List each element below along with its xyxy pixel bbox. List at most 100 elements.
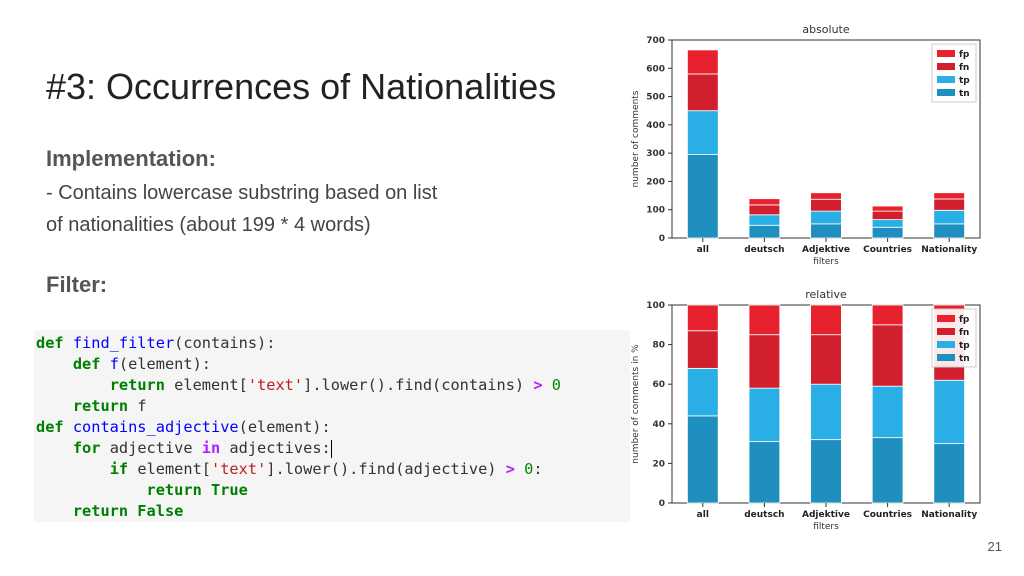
code-token: for [72, 439, 110, 457]
bar-tn-adjektive [810, 223, 842, 239]
y-tick-label: 60 [652, 380, 665, 390]
relative-chart: relative 0 20 40 60 80 100 number of comments i… [631, 288, 981, 532]
y-tick-label: 100 [646, 206, 665, 216]
bar-tn-nationality [933, 443, 965, 504]
bar-fn-adjektive [810, 334, 842, 385]
x-tick-label: all [697, 510, 709, 520]
code-line: return True [36, 480, 248, 501]
implementation-heading: Implementation: [46, 146, 216, 171]
y-tick-label: 200 [646, 177, 665, 187]
code-line: return False [36, 501, 184, 522]
code-token: def [72, 355, 110, 373]
code-token: def [36, 334, 73, 352]
bar-tp-adjektive [810, 210, 842, 225]
bar-fn-all [687, 330, 719, 369]
bar-tp-adjektive [810, 383, 842, 441]
code-token: def [36, 418, 73, 436]
y-tick-label: 700 [646, 36, 665, 46]
code-token: in [201, 439, 221, 457]
bar-tp-nationality [933, 209, 965, 225]
bar-tn-all [687, 415, 719, 504]
implementation-line-2: of nationalities (about 199 * 4 words) [46, 214, 371, 236]
bar-tn-nationality [933, 223, 965, 239]
page-number: 21 [987, 539, 1002, 554]
code-line: return f [36, 396, 147, 417]
x-axis-label: filters [813, 257, 839, 267]
code-token: find_filter [72, 334, 175, 352]
bar-fp-deutsch [748, 198, 781, 206]
x-tick-label: Countries [863, 245, 912, 255]
x-tick-label: deutsch [744, 245, 784, 255]
bar-tn-adjektive [810, 439, 842, 504]
legend-swatch-tn [937, 89, 955, 96]
legend-swatch-tn [937, 354, 955, 361]
code-token: element[ [137, 460, 212, 478]
y-tick-label: 40 [652, 420, 665, 430]
bar-tp-deutsch [748, 214, 781, 226]
bar-tp-countries [871, 219, 904, 228]
x-tick-label: Nationality [921, 245, 977, 255]
y-tick-label: 100 [646, 301, 665, 311]
legend-swatch-tp [937, 76, 955, 83]
code-token [36, 481, 147, 499]
code-token: f [109, 355, 119, 373]
code-token: ].lower().find(contains) [303, 376, 534, 394]
legend-label-fp: fp [959, 50, 970, 60]
y-tick-label: 80 [652, 341, 665, 351]
legend-swatch-fp [937, 50, 955, 57]
legend-label-tp: tp [959, 341, 970, 351]
code-line: if element['text'].lower().find(adjectiv… [36, 459, 543, 480]
bar-fn-countries [871, 210, 904, 221]
bar-fn-deutsch [748, 204, 781, 216]
bar-fn-countries [871, 324, 904, 387]
bar-fn-deutsch [748, 334, 781, 389]
x-tick-label: all [697, 245, 709, 255]
bar-tn-all [687, 154, 719, 239]
bar-fn-nationality [933, 198, 965, 211]
code-line: return element['text'].lower().find(cont… [36, 375, 561, 396]
code-token [36, 376, 110, 394]
legend-swatch-fn [937, 328, 955, 335]
chart-title: relative [805, 288, 847, 301]
filter-heading: Filter: [46, 272, 108, 297]
code-token: return [72, 397, 138, 415]
legend-label-tp: tp [959, 76, 970, 86]
legend: fp fn tp tn [931, 308, 977, 368]
code-token: f [137, 397, 147, 415]
bar-fp-countries [871, 205, 904, 212]
legend: fp fn tp tn [931, 43, 977, 103]
bar-tn-deutsch [748, 224, 781, 239]
code-token: 0 [514, 460, 534, 478]
bar-tp-countries [871, 385, 904, 439]
legend-label-fp: fp [959, 315, 970, 325]
x-tick-label: Adjektive [802, 510, 850, 520]
absolute-chart: absolute 0 100 200 300 400 500 600 700 number of … [631, 23, 981, 267]
code-token: ].lower().find(adjective) [266, 460, 506, 478]
code-token: (element): [238, 418, 331, 436]
code-token: (element): [118, 355, 212, 373]
y-axis-label: number of comments in % [631, 344, 641, 464]
code-token [36, 397, 73, 415]
code-token: > [505, 460, 515, 478]
code-token: return [109, 376, 175, 394]
bar-fp-countries [871, 304, 904, 326]
legend-label-tn: tn [959, 354, 970, 364]
x-axis-label: filters [813, 522, 839, 532]
code-token: 'text' [211, 460, 267, 478]
y-axis-label: number of comments [631, 90, 641, 187]
bar-tn-countries [871, 437, 904, 504]
code-token: adjective [109, 439, 202, 457]
code-token: return True [146, 481, 248, 499]
legend-swatch-fn [937, 63, 955, 70]
legend-swatch-tp [937, 341, 955, 348]
code-line: def find_filter(contains): [36, 333, 275, 354]
x-tick-label: deutsch [744, 510, 784, 520]
code-token: adjectives: [220, 439, 331, 457]
y-tick-label: 400 [646, 121, 665, 131]
code-token [36, 460, 110, 478]
bar-fn-adjektive [810, 198, 842, 212]
y-tick-label: 300 [646, 149, 665, 159]
code-line: def f(element): [36, 354, 211, 375]
legend-label-fn: fn [959, 328, 969, 338]
bar-fp-adjektive [810, 304, 842, 336]
